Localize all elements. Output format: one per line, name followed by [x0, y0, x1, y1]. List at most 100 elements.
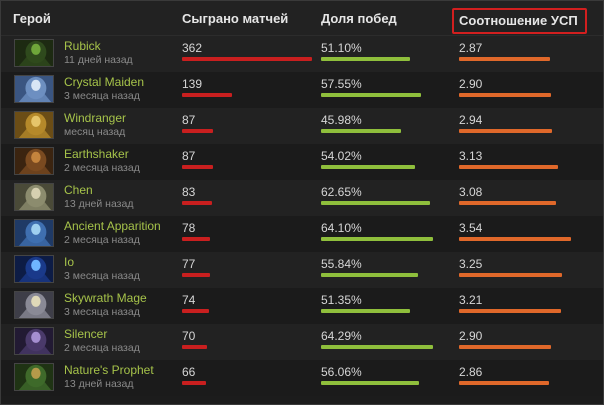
table-row[interactable]: Crystal Maiden 3 месяца назад 139 57.55%… [1, 72, 603, 108]
hero-portrait-image [15, 256, 53, 282]
hero-portrait-image [15, 148, 53, 174]
table-row[interactable]: Ancient Apparition 2 месяца назад 78 64.… [1, 216, 603, 252]
win-rate-bar [321, 129, 401, 133]
hero-portrait[interactable] [14, 255, 54, 283]
table-row[interactable]: Windranger месяц назад 87 45.98% 2.94 [1, 108, 603, 144]
table-row[interactable]: Silencer 2 месяца назад 70 64.29% 2.90 [1, 324, 603, 360]
hero-portrait-image [15, 40, 53, 66]
kda-ratio-value: 2.90 [459, 77, 483, 91]
kda-ratio-value: 3.25 [459, 257, 483, 271]
win-rate-value: 64.29% [321, 329, 362, 343]
table-row[interactable]: Earthshaker 2 месяца назад 87 54.02% 3.1… [1, 144, 603, 180]
matches-played-bar [182, 345, 207, 349]
win-rate-value: 57.55% [321, 77, 362, 91]
matches-played-bar [182, 165, 213, 169]
last-played-time: месяц назад [64, 126, 126, 138]
hero-portrait[interactable] [14, 147, 54, 175]
win-rate-bar [321, 345, 433, 349]
kda-ratio-value: 3.08 [459, 185, 483, 199]
kda-ratio-bar [459, 273, 562, 277]
kda-ratio-bar [459, 57, 550, 61]
hero-name-link[interactable]: Chen [64, 183, 93, 197]
hero-name-link[interactable]: Silencer [64, 327, 108, 341]
kda-ratio-bar [459, 93, 551, 97]
hero-portrait-image [15, 292, 53, 318]
matches-played-value: 66 [182, 365, 196, 379]
matches-played-bar [182, 381, 206, 385]
table-row[interactable]: Io 3 месяца назад 77 55.84% 3.25 [1, 252, 603, 288]
hero-name-link[interactable]: Windranger [64, 111, 127, 125]
table-row[interactable]: Chen 13 дней назад 83 62.65% 3.08 [1, 180, 603, 216]
matches-played-value: 70 [182, 329, 196, 343]
matches-played-value: 77 [182, 257, 196, 271]
matches-played-bar [182, 93, 232, 97]
win-rate-value: 62.65% [321, 185, 362, 199]
hero-portrait-image [15, 184, 53, 210]
column-header-win-rate[interactable]: Доля побед [321, 11, 397, 26]
matches-played-bar [182, 201, 212, 205]
table-row[interactable]: Nature's Prophet 13 дней назад 66 56.06%… [1, 360, 603, 396]
hero-portrait-image [15, 112, 53, 138]
last-played-time: 11 дней назад [64, 54, 133, 66]
last-played-time: 13 дней назад [64, 378, 134, 390]
table-header: Герой Сыграно матчей Доля побед Соотноше… [1, 1, 603, 36]
hero-portrait[interactable] [14, 291, 54, 319]
hero-name-link[interactable]: Nature's Prophet [64, 363, 154, 377]
kda-ratio-value: 2.86 [459, 365, 483, 379]
win-rate-bar [321, 237, 433, 241]
matches-played-value: 139 [182, 77, 203, 91]
last-played-time: 3 месяца назад [64, 306, 140, 318]
hero-portrait[interactable] [14, 39, 54, 67]
kda-ratio-bar [459, 309, 561, 313]
last-played-time: 13 дней назад [64, 198, 134, 210]
column-header-matches-played[interactable]: Сыграно матчей [182, 11, 289, 26]
hero-name-link[interactable]: Ancient Apparition [64, 219, 161, 233]
kda-ratio-bar [459, 165, 558, 169]
hero-name-link[interactable]: Earthshaker [64, 147, 129, 161]
column-header-kda-ratio[interactable]: Соотношение УСП [452, 8, 587, 34]
hero-portrait[interactable] [14, 111, 54, 139]
kda-ratio-value: 3.13 [459, 149, 483, 163]
win-rate-value: 56.06% [321, 365, 362, 379]
table-body: Rubick 11 дней назад 362 51.10% 2.87 Cry… [1, 36, 603, 396]
table-row[interactable]: Skywrath Mage 3 месяца назад 74 51.35% 3… [1, 288, 603, 324]
hero-portrait[interactable] [14, 327, 54, 355]
matches-played-value: 362 [182, 41, 203, 55]
kda-ratio-bar [459, 381, 549, 385]
last-played-time: 3 месяца назад [64, 90, 140, 102]
last-played-time: 2 месяца назад [64, 234, 140, 246]
win-rate-value: 64.10% [321, 221, 362, 235]
kda-ratio-value: 3.54 [459, 221, 483, 235]
win-rate-bar [321, 201, 430, 205]
hero-portrait[interactable] [14, 75, 54, 103]
win-rate-bar [321, 309, 410, 313]
kda-ratio-value: 2.94 [459, 113, 483, 127]
hero-name-link[interactable]: Skywrath Mage [64, 291, 147, 305]
kda-ratio-value: 3.21 [459, 293, 483, 307]
hero-portrait-image [15, 220, 53, 246]
hero-name-link[interactable]: Crystal Maiden [64, 75, 145, 89]
win-rate-value: 55.84% [321, 257, 362, 271]
hero-name-link[interactable]: Io [64, 255, 75, 269]
matches-played-value: 87 [182, 113, 196, 127]
win-rate-value: 45.98% [321, 113, 362, 127]
hero-portrait[interactable] [14, 183, 54, 211]
column-header-hero[interactable]: Герой [13, 11, 51, 26]
win-rate-bar [321, 273, 418, 277]
hero-portrait[interactable] [14, 219, 54, 247]
hero-portrait[interactable] [14, 363, 54, 391]
hero-name-link[interactable]: Rubick [64, 39, 101, 53]
table-row[interactable]: Rubick 11 дней назад 362 51.10% 2.87 [1, 36, 603, 72]
kda-ratio-bar [459, 237, 571, 241]
matches-played-bar [182, 57, 312, 61]
last-played-time: 3 месяца назад [64, 270, 140, 282]
matches-played-value: 87 [182, 149, 196, 163]
last-played-time: 2 месяца назад [64, 162, 140, 174]
matches-played-bar [182, 237, 210, 241]
matches-played-value: 83 [182, 185, 196, 199]
win-rate-value: 54.02% [321, 149, 362, 163]
kda-ratio-bar [459, 345, 551, 349]
last-played-time: 2 месяца назад [64, 342, 140, 354]
hero-portrait-image [15, 364, 53, 390]
kda-ratio-bar [459, 201, 556, 205]
